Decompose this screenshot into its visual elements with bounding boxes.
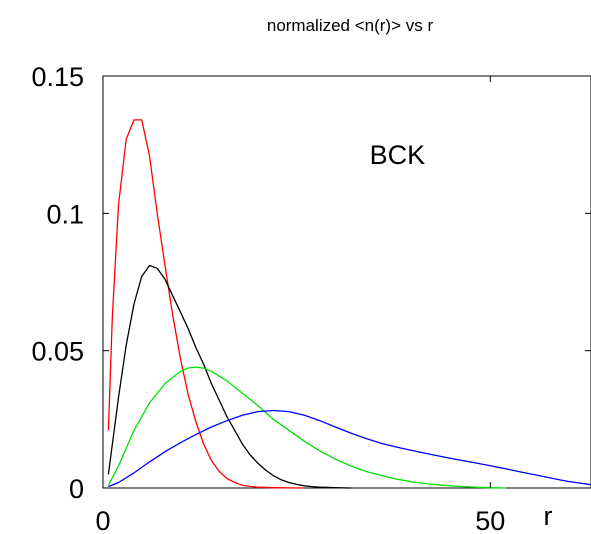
plot-frame bbox=[102, 75, 591, 489]
chart-title: normalized <n(r)> vs r bbox=[267, 16, 434, 35]
y-tick-label: 0.15 bbox=[31, 62, 84, 92]
y-tick-label: 0 bbox=[69, 474, 84, 504]
series-line-3 bbox=[107, 366, 506, 489]
plot-area bbox=[102, 75, 591, 489]
series-line-4 bbox=[108, 409, 591, 488]
y-tick-label: 0.05 bbox=[31, 337, 84, 367]
series-line-2 bbox=[107, 264, 351, 489]
series-layer bbox=[107, 119, 591, 489]
y-tick-label: 0.1 bbox=[46, 199, 84, 229]
x-tick-label: 0 bbox=[95, 506, 110, 534]
ticks-layer: 0 0.05 0.1 0.15 0 50 bbox=[31, 62, 591, 534]
x-tick-label: 50 bbox=[475, 506, 505, 534]
x-axis-label: r bbox=[544, 501, 553, 531]
series-line-1 bbox=[107, 119, 305, 489]
chart-annotation: BCK bbox=[370, 140, 426, 170]
